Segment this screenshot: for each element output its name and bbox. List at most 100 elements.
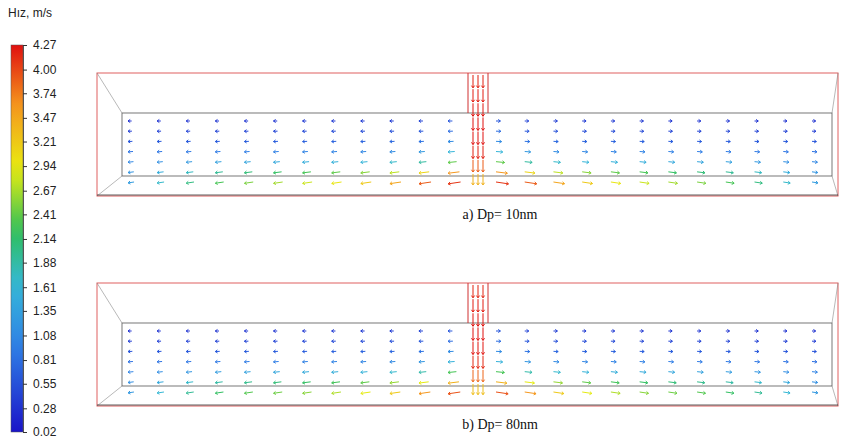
velocity-vector bbox=[186, 171, 193, 174]
colorbar-tick-mark bbox=[23, 191, 27, 192]
colorbar-tick-label: 1.08 bbox=[33, 329, 57, 343]
velocity-vector bbox=[471, 160, 474, 172]
velocity-vector bbox=[697, 340, 701, 343]
velocity-vector bbox=[496, 150, 503, 153]
velocity-vector bbox=[419, 171, 429, 174]
velocity-vector bbox=[812, 150, 817, 153]
velocity-vector bbox=[215, 350, 219, 353]
velocity-vector bbox=[157, 181, 164, 184]
velocity-vector bbox=[157, 350, 161, 353]
velocity-vector bbox=[783, 381, 789, 384]
colorbar-tick-mark bbox=[23, 45, 27, 46]
velocity-vector bbox=[361, 360, 366, 363]
velocity-vector bbox=[390, 182, 401, 185]
velocity-vector bbox=[157, 370, 163, 373]
velocity-vector bbox=[419, 182, 431, 185]
velocity-vector bbox=[332, 171, 341, 174]
velocity-vector bbox=[448, 171, 459, 174]
velocity-vector bbox=[525, 350, 530, 353]
colorbar-tick: 0.81 bbox=[23, 353, 57, 367]
velocity-vector bbox=[668, 340, 672, 343]
velocity-vector bbox=[755, 181, 763, 184]
velocity-vector bbox=[476, 146, 479, 159]
velocity-vector bbox=[273, 340, 277, 343]
velocity-vector bbox=[471, 146, 474, 159]
velocity-vector bbox=[390, 381, 399, 384]
velocity-vector bbox=[755, 391, 762, 394]
velocity-vector bbox=[783, 350, 787, 353]
velocity-vector bbox=[274, 381, 282, 384]
velocity-vector bbox=[697, 140, 702, 143]
velocity-vector bbox=[755, 140, 759, 143]
velocity-vector bbox=[361, 161, 368, 164]
velocity-vector bbox=[481, 174, 484, 185]
velocity-vector bbox=[471, 117, 474, 130]
velocity-vector bbox=[640, 391, 649, 394]
velocity-vector bbox=[481, 327, 484, 340]
velocity-vector bbox=[303, 360, 308, 363]
velocity-vector bbox=[419, 381, 429, 384]
velocity-vector bbox=[726, 161, 732, 164]
velocity-vector bbox=[471, 89, 474, 102]
velocity-vector bbox=[525, 371, 532, 374]
velocity-vector bbox=[244, 381, 252, 384]
velocity-vector bbox=[186, 381, 193, 384]
velocity-vector bbox=[812, 130, 816, 133]
colorbar-tick: 2.14 bbox=[23, 232, 57, 246]
nozzle-wall bbox=[488, 283, 489, 323]
velocity-vector bbox=[361, 340, 365, 343]
colorbar-tick-mark bbox=[23, 360, 27, 361]
velocity-vector bbox=[755, 161, 761, 164]
velocity-vector bbox=[303, 161, 309, 164]
velocity-vector bbox=[553, 371, 560, 374]
velocity-vector bbox=[726, 181, 734, 184]
velocity-vector bbox=[186, 181, 194, 184]
velocity-vector bbox=[157, 119, 161, 122]
velocity-vector bbox=[390, 171, 399, 174]
velocity-vector bbox=[496, 350, 502, 353]
velocity-vector bbox=[303, 140, 308, 143]
frame-edge bbox=[97, 73, 122, 113]
velocity-vector bbox=[273, 150, 278, 153]
velocity-vector bbox=[332, 140, 337, 143]
velocity-vector bbox=[390, 140, 395, 143]
panel: b) Dp= 80nm bbox=[97, 283, 838, 433]
velocity-vector bbox=[157, 150, 162, 153]
velocity-vector bbox=[553, 161, 560, 164]
colorbar-tick: 1.88 bbox=[23, 256, 57, 270]
velocity-vector bbox=[273, 140, 278, 143]
velocity-vector bbox=[481, 132, 484, 145]
velocity-vector bbox=[332, 329, 336, 332]
velocity-vector bbox=[476, 327, 479, 340]
velocity-vector bbox=[303, 371, 309, 374]
velocity-vector bbox=[582, 171, 591, 174]
panel-caption: b) Dp= 80nm bbox=[462, 417, 538, 433]
velocity-vector bbox=[448, 340, 453, 343]
velocity-vector bbox=[726, 391, 734, 394]
velocity-vector bbox=[157, 160, 163, 163]
velocity-vector bbox=[244, 391, 252, 394]
velocity-vector bbox=[611, 371, 618, 374]
velocity-vector bbox=[726, 360, 731, 363]
velocity-vector bbox=[128, 160, 133, 163]
velocity-vector bbox=[361, 140, 366, 143]
velocity-vector bbox=[390, 329, 394, 332]
velocity-vector bbox=[471, 103, 474, 116]
velocity-vector bbox=[697, 119, 701, 122]
velocity-vector bbox=[582, 350, 587, 353]
velocity-vector bbox=[640, 371, 646, 374]
velocity-vector bbox=[697, 150, 702, 153]
colorbar-tick: 3.74 bbox=[23, 87, 57, 101]
velocity-vector bbox=[640, 130, 644, 133]
velocity-vector bbox=[157, 391, 164, 394]
velocity-vector bbox=[812, 329, 816, 332]
vector-field bbox=[128, 285, 818, 395]
velocity-vector bbox=[783, 329, 787, 332]
velocity-vector bbox=[525, 130, 529, 133]
velocity-vector bbox=[128, 329, 132, 332]
colorbar-tick: 1.61 bbox=[23, 281, 57, 295]
velocity-vector bbox=[755, 329, 759, 332]
velocity-vector bbox=[496, 329, 500, 332]
colorbar-tick-mark bbox=[23, 239, 27, 240]
velocity-vector bbox=[244, 161, 250, 164]
